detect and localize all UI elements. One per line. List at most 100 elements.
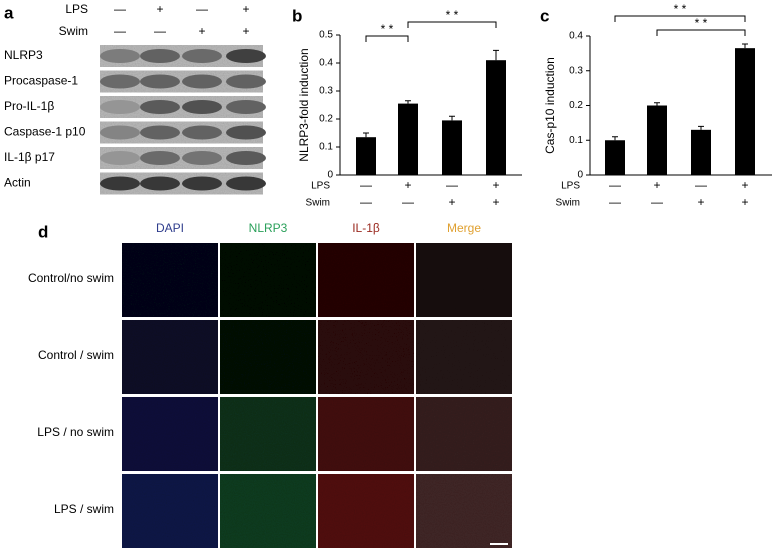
bar (691, 129, 711, 175)
x-row-sign: + (492, 195, 499, 209)
x-row-sign: — (446, 178, 458, 192)
protein-label: Pro-IL-1β (4, 99, 54, 113)
condition-sign: — (114, 24, 126, 38)
blot-band (140, 49, 180, 63)
y-tick-label: 0.1 (569, 135, 583, 146)
row-label: Control / swim (38, 348, 114, 362)
blot-band (100, 100, 140, 114)
y-tick-label: 0.4 (319, 58, 333, 69)
column-header: Merge (447, 221, 481, 235)
micrograph (318, 243, 414, 317)
blot-band (226, 49, 266, 63)
protein-label: Caspase-1 p10 (4, 125, 86, 139)
error-bar (612, 136, 618, 141)
protein-label: Procaspase-1 (4, 74, 78, 88)
blot-band (182, 151, 222, 165)
x-row-sign: + (741, 195, 748, 209)
error-bar (363, 132, 369, 138)
blot-band (140, 125, 180, 140)
blot-strip (100, 96, 263, 118)
panel-label: b (292, 6, 302, 25)
x-row-sign: — (695, 178, 707, 192)
x-row-sign: — (609, 178, 621, 192)
blot-band (182, 100, 222, 114)
error-bar (493, 49, 499, 61)
x-row-sign: + (697, 195, 704, 209)
x-row-sign: — (609, 195, 621, 209)
column-header: NLRP3 (249, 221, 288, 235)
blot-band (140, 100, 180, 114)
error-bar (654, 102, 660, 106)
protein-label: NLRP3 (4, 48, 43, 62)
significance-label: * * (674, 2, 687, 16)
y-tick-label: 0.4 (569, 31, 583, 42)
blot-band (100, 176, 140, 191)
error-bar (742, 43, 748, 49)
x-row-sign: + (404, 178, 411, 192)
micrograph (416, 320, 512, 394)
y-axis-label: Cas-p10 induction (543, 57, 557, 154)
x-row-sign: + (448, 195, 455, 209)
condition-sign: + (198, 24, 205, 38)
blot-band (100, 74, 140, 89)
x-row-sign: — (402, 195, 414, 209)
bar (442, 120, 462, 175)
y-tick-label: 0.2 (319, 114, 333, 125)
micrograph (416, 474, 512, 548)
significance-bracket (365, 35, 409, 42)
micrograph (220, 474, 316, 548)
x-row-label: LPS (561, 181, 580, 192)
x-row-label: Swim (306, 198, 330, 209)
error-bar (698, 125, 704, 130)
blot-band (100, 125, 140, 140)
x-row-sign: — (360, 195, 372, 209)
x-row-sign: + (492, 178, 499, 192)
x-row-label: LPS (311, 181, 330, 192)
x-row-sign: — (360, 178, 372, 192)
blot-band (182, 49, 222, 63)
condition-sign: — (114, 2, 126, 16)
error-bar (449, 115, 455, 121)
x-row-sign: + (653, 178, 660, 192)
blot-band (226, 74, 266, 89)
panel-label: a (4, 3, 14, 22)
y-tick-label: 0 (577, 170, 583, 181)
significance-bracket (614, 15, 746, 22)
error-bar (405, 100, 411, 104)
condition-sign: — (196, 2, 208, 16)
blot-band (140, 74, 180, 89)
blot-band (140, 176, 180, 191)
panel-label: d (38, 222, 48, 241)
column-header: IL-1β (352, 221, 380, 235)
condition-sign: + (156, 2, 163, 16)
y-tick-label: 0 (327, 170, 333, 181)
micrograph (318, 474, 414, 548)
blot-strip (100, 121, 263, 144)
condition-sign: — (154, 24, 166, 38)
micrograph (122, 397, 218, 471)
significance-bracket (407, 21, 497, 28)
y-tick-label: 0.3 (319, 86, 333, 97)
x-row-sign: + (741, 178, 748, 192)
micrograph (122, 320, 218, 394)
significance-bracket (656, 29, 746, 36)
condition-sign: + (242, 2, 249, 16)
bar (605, 140, 625, 175)
y-tick-label: 0.3 (569, 65, 583, 76)
y-tick-label: 0.5 (319, 30, 333, 41)
significance-label: * * (695, 16, 708, 30)
bar (647, 105, 667, 175)
condition-sign: + (242, 24, 249, 38)
blot-strip (100, 147, 263, 169)
row-label: LPS / no swim (37, 425, 114, 439)
blot-strip (100, 172, 263, 195)
protein-label: Actin (4, 176, 31, 190)
micrograph (318, 397, 414, 471)
blot-band (182, 125, 222, 140)
blot-band (226, 125, 266, 140)
panel-label: c (540, 6, 549, 25)
condition-label: LPS (65, 2, 88, 16)
bar (398, 103, 418, 175)
y-tick-label: 0.1 (319, 142, 333, 153)
